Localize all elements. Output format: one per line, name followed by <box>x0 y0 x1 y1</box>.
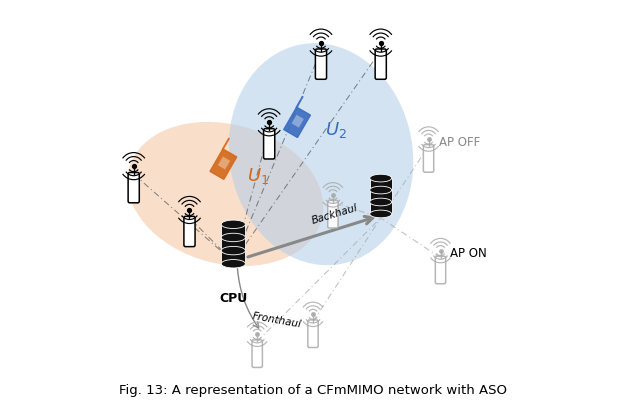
Bar <box>221 238 245 250</box>
Bar <box>221 250 245 264</box>
Text: $U_2$: $U_2$ <box>325 120 347 140</box>
Polygon shape <box>210 149 237 179</box>
FancyBboxPatch shape <box>184 217 195 246</box>
FancyBboxPatch shape <box>252 340 262 367</box>
Text: Fig. 13: A representation of a CFmMIMO network with ASO: Fig. 13: A representation of a CFmMIMO n… <box>119 384 507 397</box>
Bar <box>370 190 392 202</box>
Bar <box>370 178 392 190</box>
Ellipse shape <box>221 259 245 268</box>
Ellipse shape <box>221 233 245 242</box>
Ellipse shape <box>221 220 245 229</box>
FancyBboxPatch shape <box>375 49 386 79</box>
Text: Fronthaul: Fronthaul <box>252 311 302 330</box>
FancyBboxPatch shape <box>128 173 139 203</box>
FancyBboxPatch shape <box>423 145 434 172</box>
Text: $U_1$: $U_1$ <box>247 166 269 186</box>
FancyBboxPatch shape <box>316 49 327 79</box>
Text: AP OFF: AP OFF <box>438 136 480 149</box>
Text: CPU: CPU <box>219 292 247 305</box>
FancyBboxPatch shape <box>435 256 446 284</box>
Polygon shape <box>284 107 310 137</box>
Bar <box>221 224 245 238</box>
Ellipse shape <box>228 43 413 265</box>
Ellipse shape <box>370 174 392 182</box>
Polygon shape <box>218 156 230 170</box>
Bar <box>370 202 392 214</box>
Polygon shape <box>291 114 304 128</box>
Text: Backhaul: Backhaul <box>310 203 359 226</box>
FancyBboxPatch shape <box>308 320 318 347</box>
Text: AP ON: AP ON <box>451 247 487 260</box>
FancyBboxPatch shape <box>264 129 275 159</box>
Ellipse shape <box>370 198 392 206</box>
Ellipse shape <box>221 246 245 255</box>
Ellipse shape <box>370 186 392 194</box>
Ellipse shape <box>370 210 392 218</box>
FancyBboxPatch shape <box>328 200 338 228</box>
Ellipse shape <box>128 122 323 266</box>
